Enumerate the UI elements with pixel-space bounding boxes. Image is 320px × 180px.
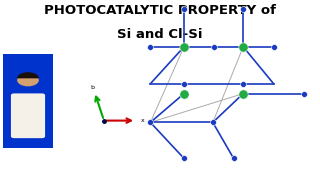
Circle shape [17,74,39,86]
Point [181,157,187,160]
Point [241,8,246,10]
FancyBboxPatch shape [11,93,45,138]
Text: x: x [141,118,145,123]
Point [241,82,246,85]
Point [271,45,276,48]
Point [231,157,236,160]
Point [181,8,187,10]
Text: PHOTOCATALYTIC PROPERTY of: PHOTOCATALYTIC PROPERTY of [44,4,276,17]
Wedge shape [17,72,39,78]
Point [241,45,246,48]
Point [181,92,187,95]
Point [241,92,246,95]
Point [212,45,217,48]
Point [181,82,187,85]
Point [181,45,187,48]
Text: b: b [91,85,95,90]
Point [301,92,307,95]
Point [148,121,153,124]
Bar [3,54,53,148]
Text: Si and Cl-Si: Si and Cl-Si [117,28,203,41]
Point [148,45,153,48]
Point [210,121,215,124]
